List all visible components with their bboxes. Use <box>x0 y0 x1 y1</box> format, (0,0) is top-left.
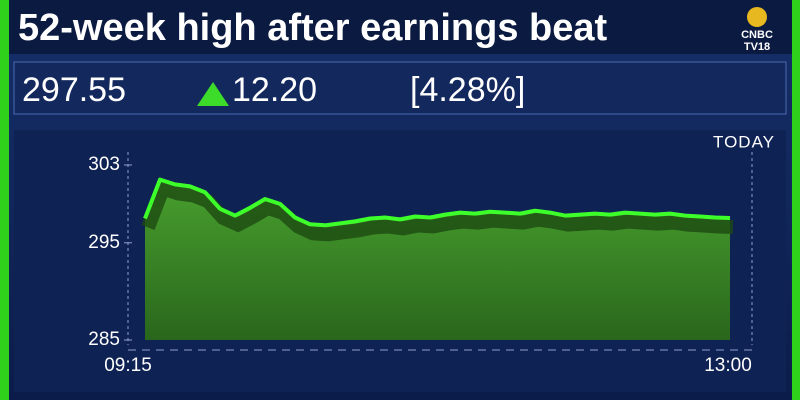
headline: 52-week high after earnings beat <box>18 7 608 49</box>
x-tick-label: 09:15 <box>104 355 152 376</box>
logo-text: TV18 <box>744 41 770 53</box>
up-arrow <box>197 82 229 106</box>
quote-bar <box>13 61 787 115</box>
price-line <box>143 177 731 228</box>
logo-text: CNBC <box>741 29 773 41</box>
left-stripe <box>0 0 9 400</box>
line-shadow <box>141 179 734 242</box>
y-tick-label: 303 <box>88 154 120 175</box>
logo: CNBC TV18 <box>741 7 773 53</box>
y-tick-label: 295 <box>88 232 120 253</box>
y-tick-label: 285 <box>88 329 120 350</box>
price: 297.55 <box>22 71 126 109</box>
logo-peacock <box>747 7 767 27</box>
change: 12.20 <box>232 71 317 109</box>
title-bar <box>0 0 800 54</box>
period-label: TODAY <box>713 132 775 151</box>
x-tick-label: 13:00 <box>704 355 752 376</box>
percent-change: [4.28%] <box>410 71 525 109</box>
right-stripe <box>792 0 800 400</box>
